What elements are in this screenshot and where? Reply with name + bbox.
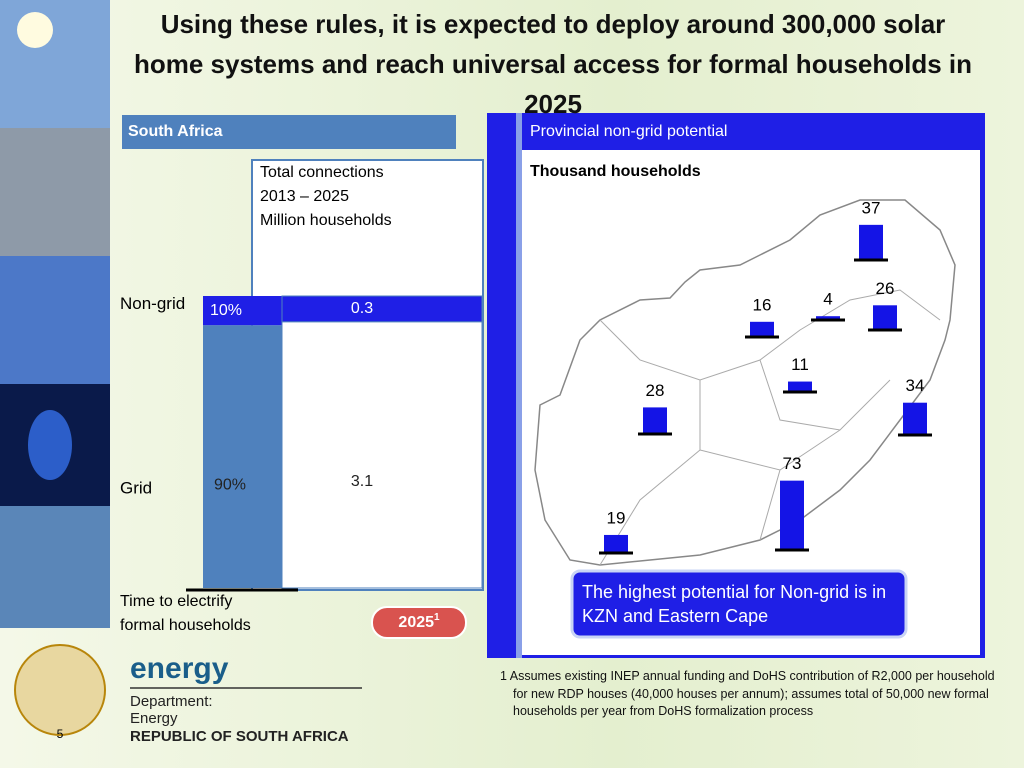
chart-title: Total connections	[260, 164, 384, 181]
value-label: 90%	[214, 476, 246, 493]
bar	[788, 381, 812, 392]
value-label: 73	[783, 454, 802, 473]
badge-year: 2025	[398, 614, 434, 631]
value-label: 0.3	[351, 300, 373, 317]
bar	[780, 480, 804, 550]
panel-stripe	[516, 113, 522, 658]
logo-line: Energy	[130, 710, 178, 727]
value-label: 10%	[210, 302, 242, 319]
x-axis-label: Time to electrify formal households	[120, 593, 251, 634]
value-label: 26	[876, 279, 895, 298]
value-label: 3.1	[351, 473, 373, 490]
panel-title: South Africa	[128, 123, 223, 140]
bar	[750, 321, 774, 337]
badge-note: 1	[434, 612, 440, 623]
bar-segment	[281, 295, 483, 323]
footnote-text: Assumes existing INEP annual funding and…	[509, 669, 995, 718]
callout-text: The highest potential for Non-grid is in…	[582, 582, 887, 626]
bar	[604, 534, 628, 553]
series-label: Grid	[120, 479, 152, 498]
chart-title: 2013 – 2025	[260, 188, 349, 205]
value-label: 16	[753, 295, 772, 314]
sun	[17, 12, 53, 48]
slide-title: Using these rules, it is expected to dep…	[133, 9, 973, 119]
image-tile	[0, 256, 110, 384]
province-borders	[599, 289, 941, 566]
value-label: 4	[823, 290, 832, 309]
bar-segment	[203, 325, 282, 588]
logo-name: energy	[130, 652, 229, 685]
value-label: 28	[646, 381, 665, 400]
bar-segment	[203, 296, 282, 326]
chart-subtitle: Thousand households	[530, 163, 701, 180]
bar-segment	[281, 321, 483, 589]
value-label: 34	[906, 376, 925, 395]
map-outline	[534, 199, 956, 566]
value-label: 11	[791, 355, 809, 374]
bar	[903, 402, 927, 435]
callout-box	[570, 569, 908, 639]
value-label: 37	[862, 198, 881, 217]
bar	[816, 316, 840, 320]
series-label: Non-grid	[120, 294, 185, 313]
bar	[859, 224, 883, 260]
chart-title: Million households	[260, 212, 392, 229]
bar	[873, 305, 897, 330]
panel-title: Provincial non-grid potential	[530, 123, 727, 140]
badge	[371, 606, 467, 639]
bar	[643, 407, 667, 434]
logo-line: REPUBLIC OF SOUTH AFRICA	[130, 728, 349, 745]
footnote-mark: 1	[500, 669, 507, 683]
image-tile	[0, 128, 110, 256]
footnote: 1 Assumes existing INEP annual funding a…	[500, 668, 1003, 721]
flame	[28, 410, 72, 480]
badge-text: 20251	[398, 612, 440, 632]
image-tile	[0, 506, 110, 628]
value-label: 19	[607, 508, 626, 527]
logo-line: Department:	[130, 693, 213, 710]
coat-of-arms	[14, 644, 106, 736]
image-tile	[0, 0, 110, 128]
slide-number: 5	[57, 727, 64, 741]
panel-header	[122, 115, 456, 149]
